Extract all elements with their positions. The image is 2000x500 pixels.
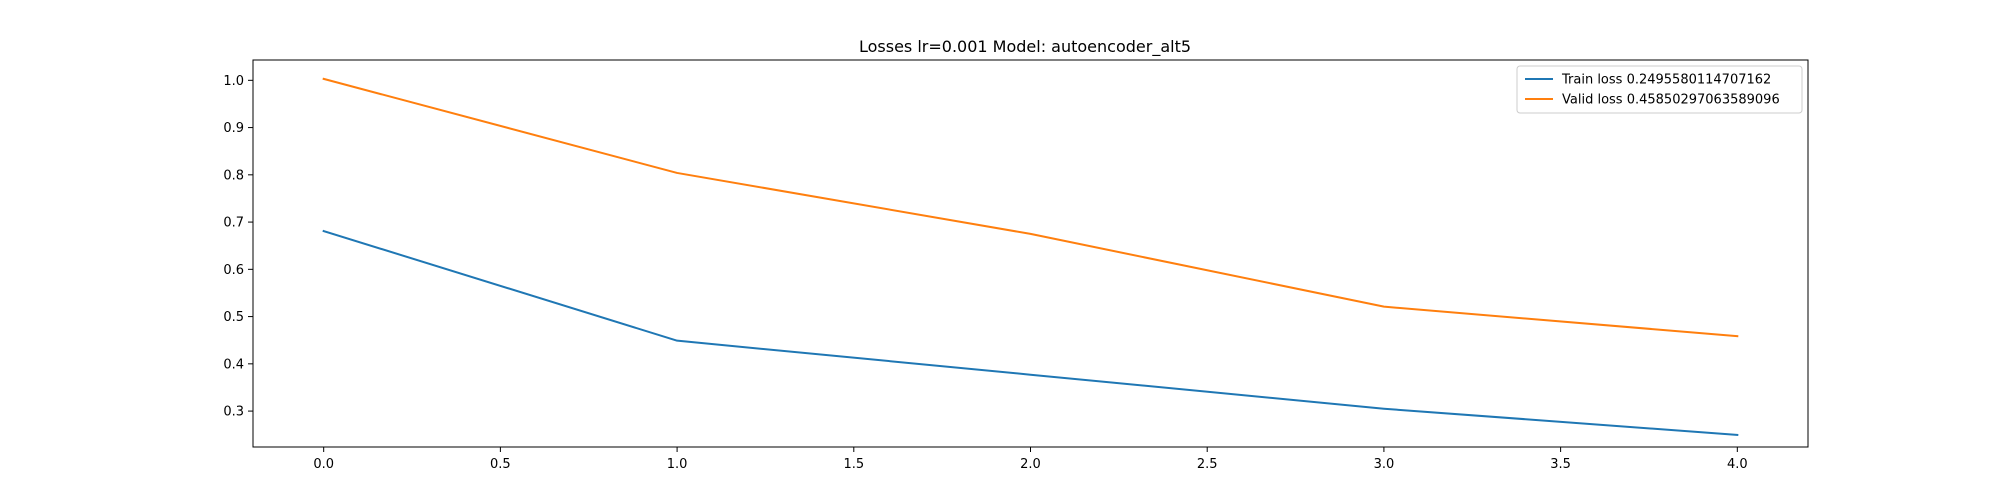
x-tick-label: 0.0 xyxy=(313,457,334,472)
axes-layer: 0.0 0.5 1.0 1.5 2.0 2.5 3.0 3.5 4.0 0.3 0.4 0.5 0.6 0… xyxy=(223,59,1809,472)
legend-label-train-loss: Train loss 0.2495580114707162 xyxy=(1561,73,1771,88)
x-tick-label: 0.5 xyxy=(490,457,511,472)
y-tick-label: 0.4 xyxy=(223,357,244,372)
x-tick-label: 4.0 xyxy=(1727,457,1748,472)
x-tick-label: 2.5 xyxy=(1197,457,1218,472)
plot-frame xyxy=(252,59,1809,448)
legend: Train loss 0.2495580114707162 Valid loss … xyxy=(1516,65,1803,114)
series-line-train-loss xyxy=(322,229,1739,436)
x-tick-label: 3.0 xyxy=(1374,457,1395,472)
x-tick-label: 3.5 xyxy=(1550,457,1571,472)
x-tick-label: 2.0 xyxy=(1020,457,1041,472)
y-tick-label: 0.5 xyxy=(223,310,244,325)
y-tick-label: 0.9 xyxy=(223,121,244,136)
legend-box xyxy=(1516,65,1803,114)
chart-title: Losses lr=0.001 Model: autoencoder_alt5 xyxy=(859,37,1191,57)
y-tick-label: 0.3 xyxy=(223,405,244,420)
y-tick-label: 0.6 xyxy=(223,263,244,278)
y-tick-label: 1.0 xyxy=(223,74,244,89)
x-tick-label: 1.0 xyxy=(667,457,688,472)
series-line-valid-loss xyxy=(322,77,1739,338)
x-tick-label: 1.5 xyxy=(843,457,864,472)
y-tick-label: 0.8 xyxy=(223,168,244,183)
legend-label-valid-loss: Valid loss 0.45850297063589096 xyxy=(1562,93,1780,108)
series-layer xyxy=(322,77,1739,436)
y-tick-label: 0.7 xyxy=(223,216,244,231)
